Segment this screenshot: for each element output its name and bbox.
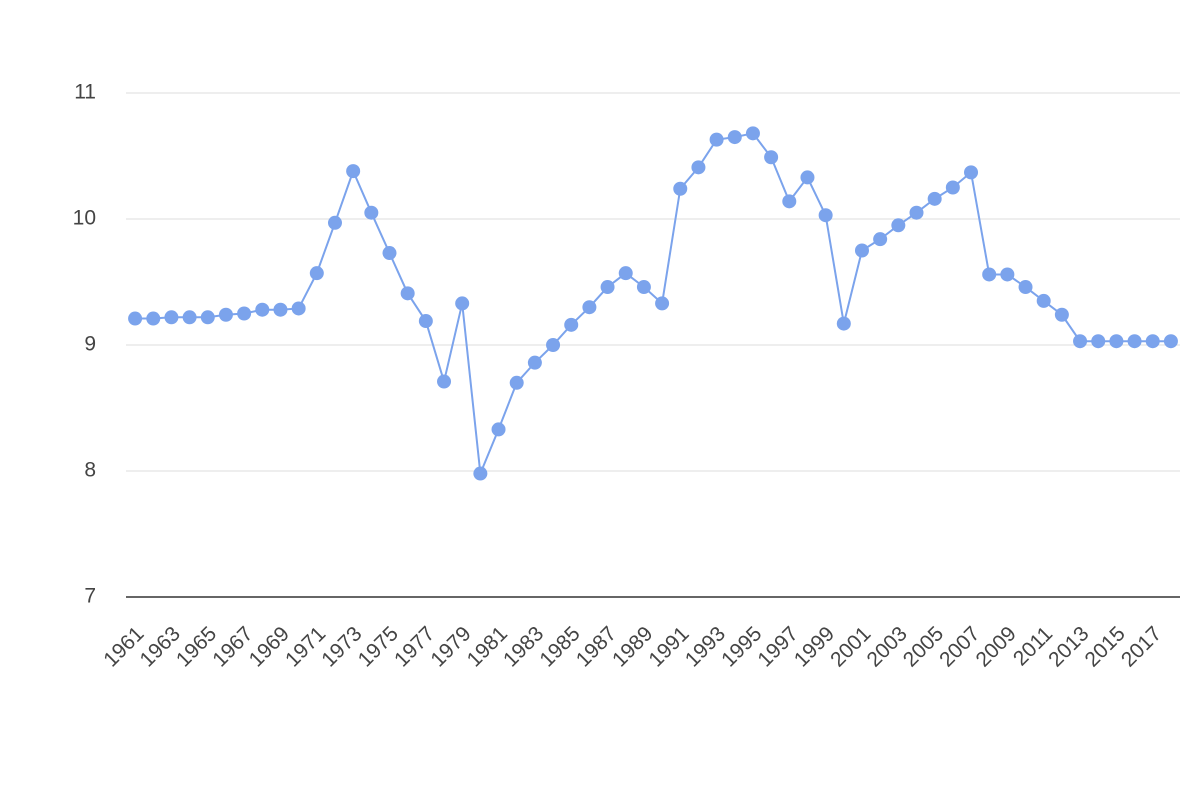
point <box>745 126 760 141</box>
x-tick-label: 1991 <box>644 622 693 671</box>
point <box>873 232 888 247</box>
point <box>818 208 833 223</box>
x-tick-label: 2005 <box>899 622 948 671</box>
x-tick-label: 1981 <box>463 622 512 671</box>
point <box>600 280 615 295</box>
point <box>182 310 197 325</box>
point <box>1163 334 1178 349</box>
point <box>200 310 215 325</box>
x-tick-label: 1989 <box>608 622 657 671</box>
point <box>400 286 415 301</box>
point <box>691 160 706 175</box>
x-tick-label: 1997 <box>753 622 802 671</box>
point <box>382 246 397 261</box>
point <box>346 164 361 179</box>
point <box>309 266 324 281</box>
point <box>891 218 906 233</box>
x-tick-label: 1985 <box>535 622 584 671</box>
point <box>491 422 506 437</box>
y-tick-label: 7 <box>84 585 96 608</box>
x-tick-label: 1977 <box>390 622 439 671</box>
point <box>291 301 306 316</box>
x-tick-label: 2017 <box>1117 622 1166 671</box>
point <box>618 266 633 281</box>
point <box>582 300 597 315</box>
point <box>237 306 252 321</box>
point <box>727 130 742 145</box>
x-tick-label: 2003 <box>862 622 911 671</box>
point <box>527 355 542 370</box>
x-tick-label: 1979 <box>426 622 475 671</box>
point <box>437 374 452 389</box>
point <box>273 302 288 317</box>
x-tick-label: 2011 <box>1009 622 1057 670</box>
point <box>1109 334 1124 349</box>
x-tick-label: 1973 <box>317 622 366 671</box>
point <box>1091 334 1106 349</box>
y-tick-label: 9 <box>84 333 96 356</box>
x-tick-label: 1983 <box>499 622 548 671</box>
point <box>945 180 960 195</box>
point <box>673 181 688 196</box>
y-tick-label: 8 <box>84 459 96 482</box>
point <box>655 296 670 311</box>
point <box>1054 307 1069 322</box>
y-tick-label: 10 <box>73 207 96 230</box>
point <box>782 194 797 209</box>
x-tick-label: 1969 <box>245 622 294 671</box>
x-tick-label: 2015 <box>1081 622 1130 671</box>
point <box>255 302 270 317</box>
x-tick-label: 1995 <box>717 622 766 671</box>
x-tick-label: 2001 <box>826 622 875 671</box>
point <box>364 205 379 220</box>
point <box>927 191 942 206</box>
point <box>836 316 851 331</box>
x-tick-label: 1971 <box>281 622 330 671</box>
point <box>455 296 470 311</box>
point <box>636 280 651 295</box>
line <box>135 132 1171 474</box>
point <box>854 243 869 258</box>
x-tick-label: 2007 <box>935 622 984 671</box>
x-tick-label: 2013 <box>1044 622 1093 671</box>
point <box>509 375 524 390</box>
point <box>1145 334 1160 349</box>
point <box>546 338 561 352</box>
point <box>1073 334 1088 349</box>
point <box>164 310 179 325</box>
point <box>909 205 924 220</box>
point <box>473 466 488 481</box>
point <box>218 307 233 322</box>
point <box>982 267 997 282</box>
x-tick-label: 1961 <box>99 622 148 671</box>
point <box>800 170 815 185</box>
point <box>1127 334 1142 349</box>
point <box>146 311 161 326</box>
point <box>128 311 143 326</box>
point <box>709 132 724 147</box>
x-tick-label: 1965 <box>172 622 221 671</box>
point <box>327 215 342 230</box>
y-tick-label: 11 <box>74 81 96 104</box>
x-tick-label: 1967 <box>208 622 257 671</box>
x-tick-label: 1987 <box>572 622 621 671</box>
point <box>1018 280 1033 295</box>
x-tick-label: 2009 <box>972 622 1021 671</box>
x-tick-label: 1999 <box>790 622 839 671</box>
point <box>964 165 979 180</box>
point <box>1036 293 1051 308</box>
x-tick-label: 1963 <box>136 622 185 671</box>
point <box>564 317 579 332</box>
x-tick-label: 1993 <box>681 622 730 671</box>
point <box>418 314 433 329</box>
x-tick-label: 1975 <box>354 622 403 671</box>
point <box>1000 267 1015 282</box>
point <box>764 150 779 165</box>
